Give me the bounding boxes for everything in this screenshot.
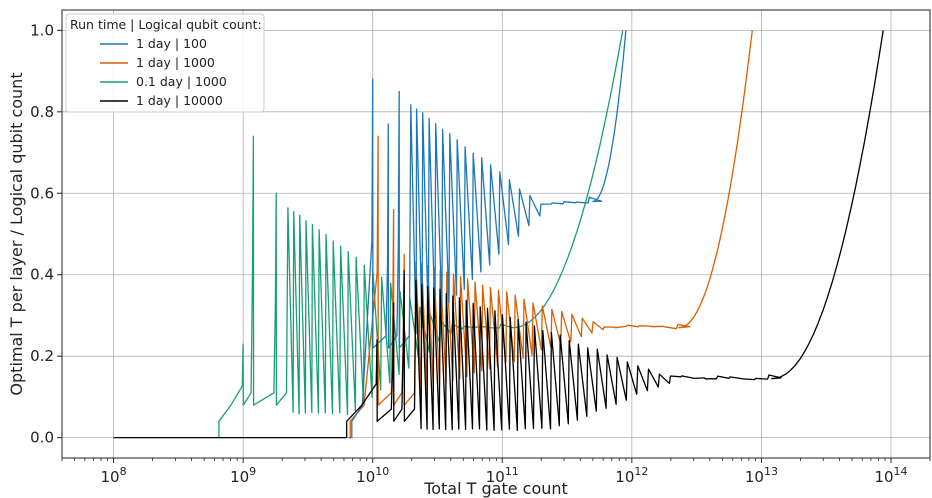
x-axis: 108 109 1010 1011 1012 1013 1014 <box>61 458 931 486</box>
series-line <box>113 30 884 439</box>
y-tick-label: 1.0 <box>30 21 54 39</box>
x-tick-label: 1014 <box>874 465 907 486</box>
y-axis: 0.0 0.2 0.4 0.6 0.8 1.0 <box>30 21 62 447</box>
y-tick-label: 0.8 <box>30 103 54 121</box>
y-tick-label: 0.4 <box>30 266 54 284</box>
x-tick-label: 1012 <box>615 465 648 486</box>
series-layer <box>113 30 884 439</box>
series-line <box>348 30 753 439</box>
legend-entry: 1 day | 1000 <box>136 55 215 70</box>
x-tick-label: 1010 <box>356 465 389 486</box>
legend-title: Run time | Logical qubit count: <box>70 17 262 32</box>
legend-entry: 0.1 day | 1000 <box>136 74 227 89</box>
y-tick-label: 0.2 <box>30 347 54 365</box>
legend-entry: 1 day | 100 <box>136 36 207 51</box>
legend-box <box>65 13 265 113</box>
series-line <box>348 30 627 439</box>
y-tick-label: 0.0 <box>30 429 54 447</box>
x-tick-label: 1011 <box>486 465 519 486</box>
legend: Run time | Logical qubit count: 1 day | … <box>65 13 265 113</box>
x-axis-label: Total T gate count <box>423 479 568 498</box>
legend-entry: 1 day | 10000 <box>136 93 223 108</box>
x-tick-label: 109 <box>230 465 256 486</box>
x-tick-label: 1013 <box>745 465 778 486</box>
y-axis-label: Optimal T per layer / Logical qubit coun… <box>7 72 26 395</box>
y-tick-label: 0.6 <box>30 184 54 202</box>
x-tick-label: 108 <box>101 465 127 486</box>
